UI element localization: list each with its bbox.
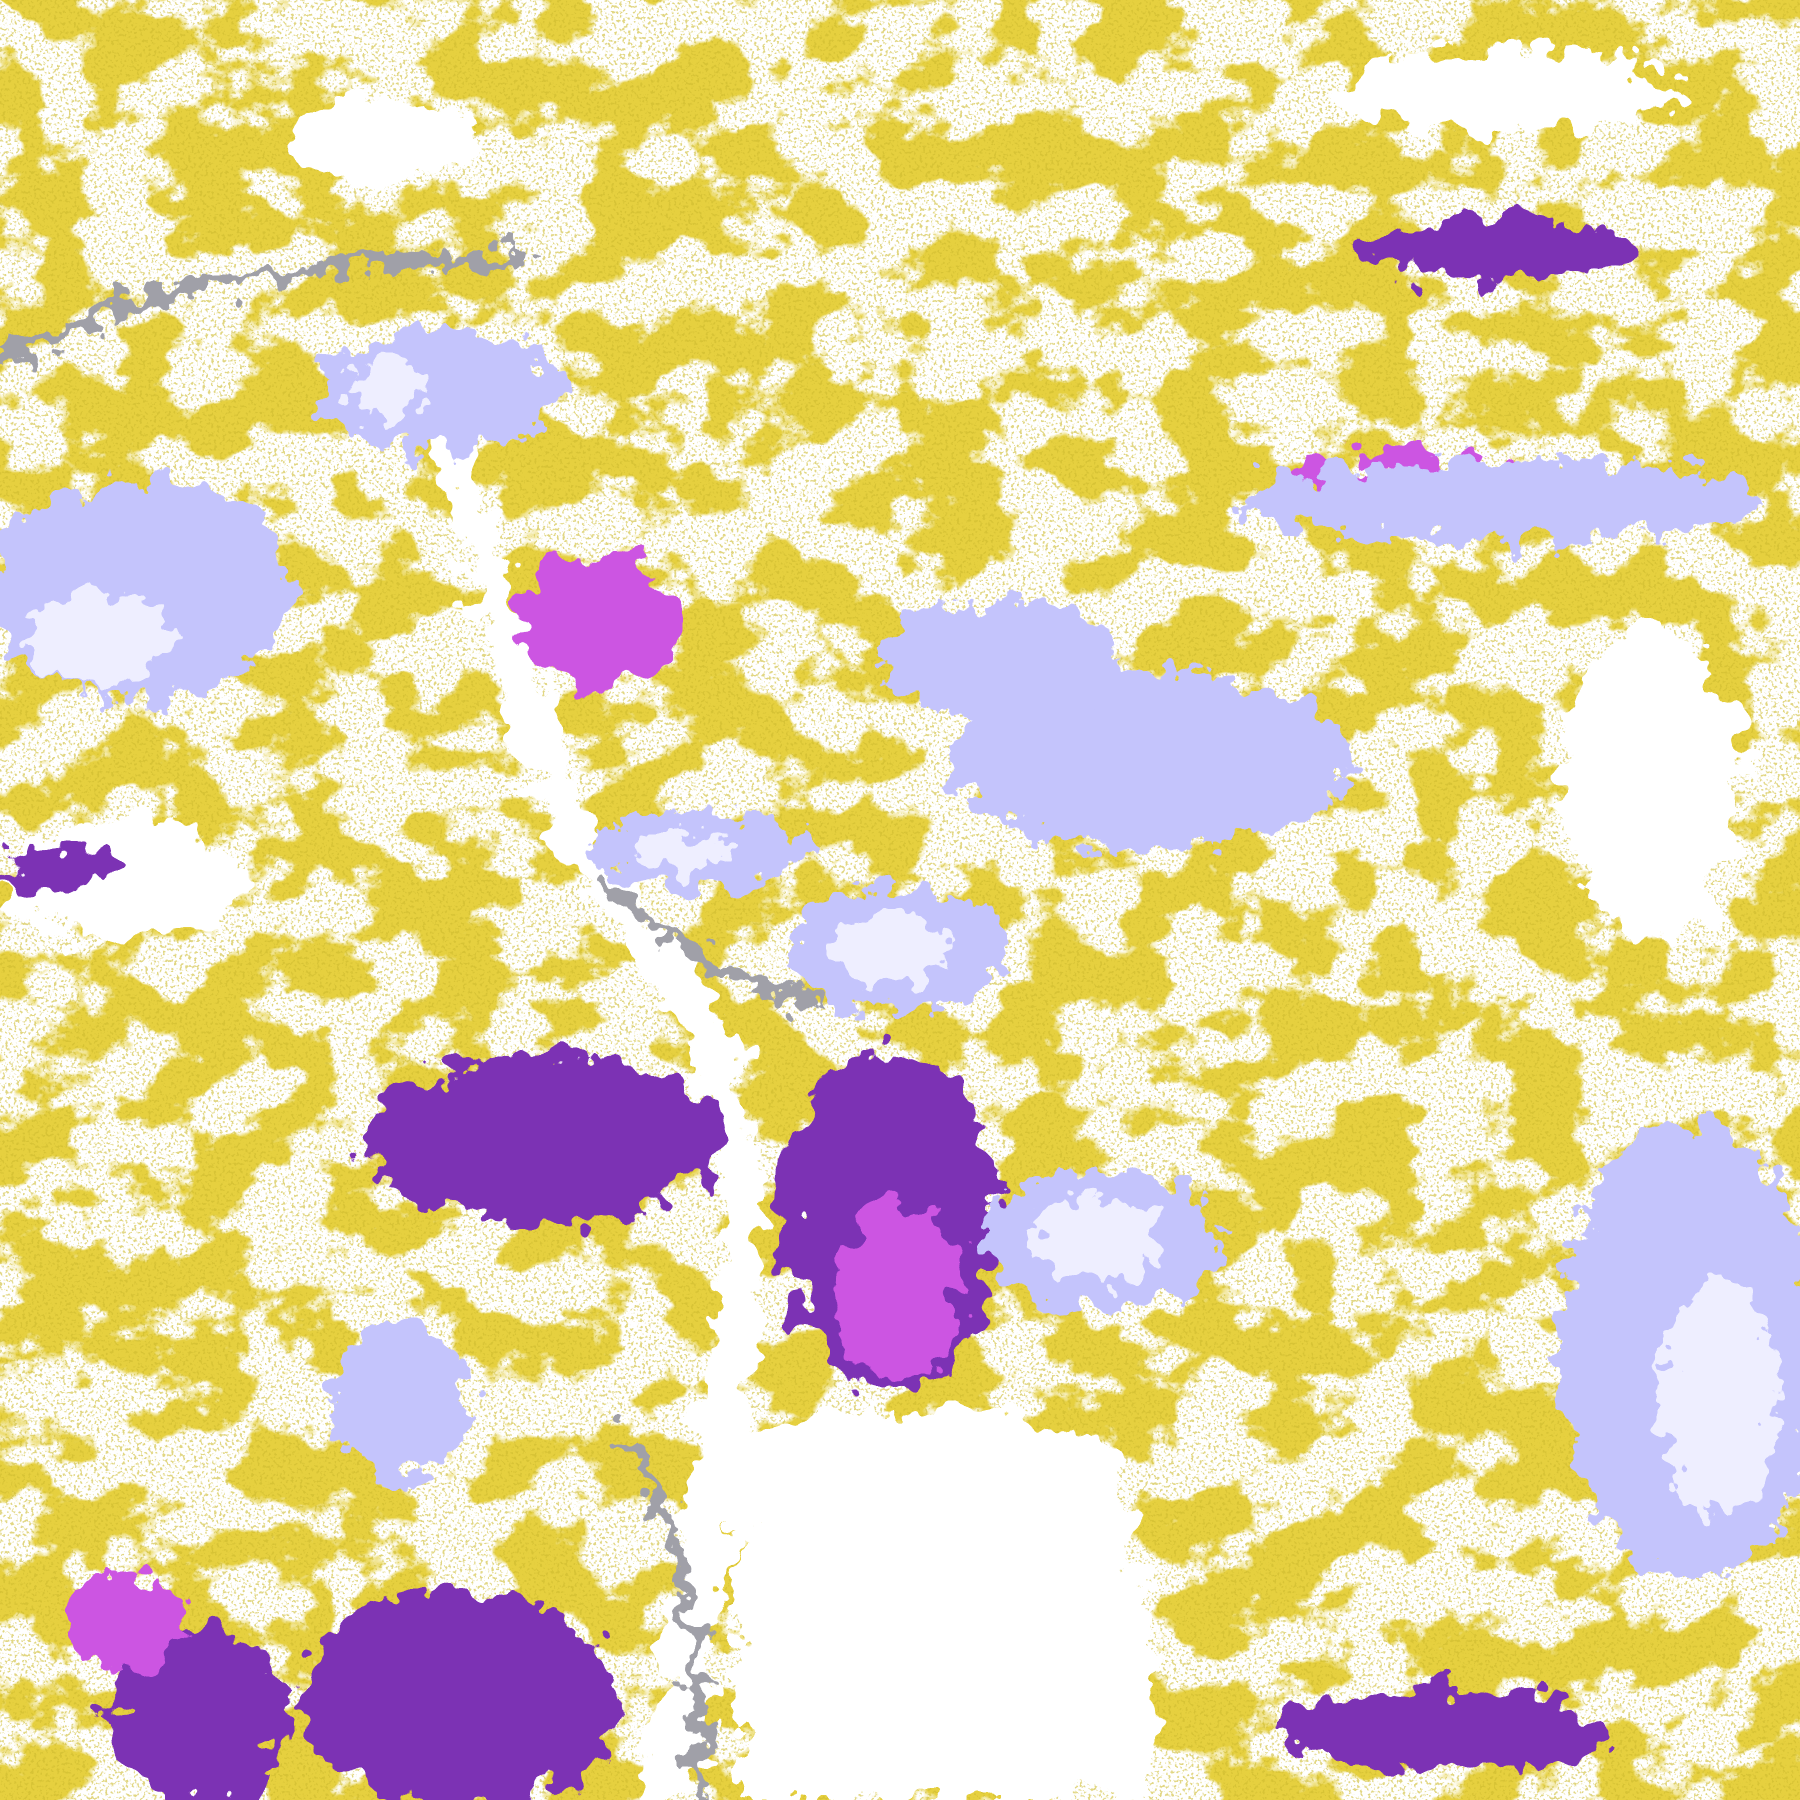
clear-patch [280, 100, 480, 180]
magenta-region [840, 1200, 960, 1380]
purple-region [300, 1590, 620, 1800]
pale-cloud-cores [30, 360, 1780, 1520]
gray-fringe-regions [0, 253, 821, 1800]
purple-region [1370, 220, 1630, 280]
cloud-region [1240, 460, 1760, 540]
bottom-clear-region [735, 1411, 1153, 1800]
purple-region [365, 1055, 715, 1225]
purple-regions [0, 220, 1630, 1800]
purple-region [1280, 1690, 1620, 1770]
clear-patch [1320, 50, 1680, 130]
cloud-core [630, 830, 730, 870]
magenta-region [70, 1570, 190, 1670]
cloud-core [30, 590, 170, 690]
cloud-region [950, 670, 1350, 850]
gray-fringe [595, 874, 821, 1007]
river-channel [430, 420, 760, 1800]
cloud-core [830, 915, 950, 985]
purple-region [0, 845, 120, 895]
cloud-core [1660, 1280, 1780, 1520]
gray-fringe [614, 1435, 707, 1800]
purple-region [110, 1630, 290, 1800]
cloud-core [350, 360, 430, 420]
clear-patch [1560, 620, 1740, 940]
gray-fringe [0, 253, 521, 367]
cloud-region [320, 330, 560, 450]
cloud-region [330, 1320, 470, 1480]
cloud-region [880, 600, 1120, 720]
magenta-region [520, 550, 680, 690]
cloud-core [1030, 1200, 1170, 1280]
